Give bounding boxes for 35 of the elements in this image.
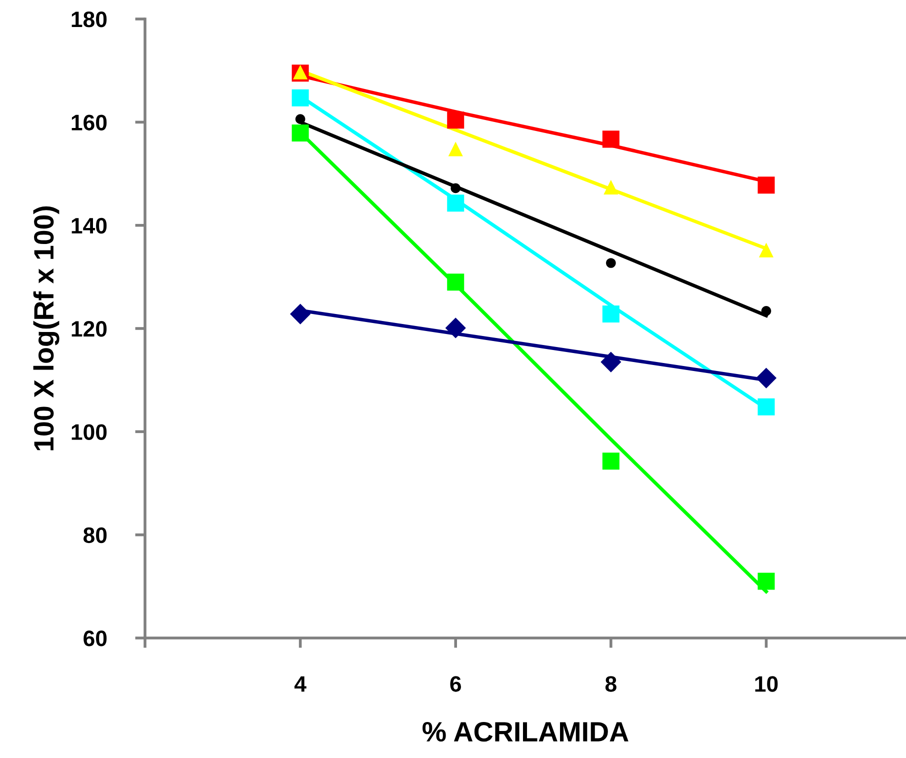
y-tick-label: 100 xyxy=(72,424,107,440)
point xyxy=(447,194,464,212)
point xyxy=(602,452,620,470)
y-tick-label: 120 xyxy=(72,321,107,337)
point xyxy=(292,89,309,106)
y-tick-label: 80 xyxy=(83,527,107,544)
point xyxy=(758,398,775,416)
x-tick-label: 8 xyxy=(605,676,616,692)
point xyxy=(602,306,620,323)
y-tick-label: 140 xyxy=(72,218,107,234)
point xyxy=(448,142,463,156)
x-axis-title: % ACRILAMIDA xyxy=(422,722,628,742)
y-tick-label: 160 xyxy=(72,114,107,130)
point xyxy=(758,242,774,258)
point xyxy=(602,130,620,148)
point xyxy=(758,176,775,194)
point xyxy=(604,180,618,194)
point xyxy=(445,318,466,338)
point xyxy=(756,368,777,388)
point xyxy=(447,112,464,129)
y-axis-title: 100 X log(Rf x 100) xyxy=(33,206,60,450)
point xyxy=(292,124,309,142)
point xyxy=(761,306,772,316)
point xyxy=(606,258,616,268)
y-tick-label: 180 xyxy=(72,12,107,28)
x-tick-label: 10 xyxy=(755,676,778,692)
point xyxy=(600,352,622,372)
x-tick-label: 6 xyxy=(450,676,461,692)
y-tick-label: 60 xyxy=(84,630,107,646)
point xyxy=(450,183,461,194)
point xyxy=(290,304,311,324)
x-tick-label: 4 xyxy=(294,676,306,692)
point xyxy=(447,274,464,291)
point xyxy=(295,114,306,124)
point xyxy=(758,572,775,590)
